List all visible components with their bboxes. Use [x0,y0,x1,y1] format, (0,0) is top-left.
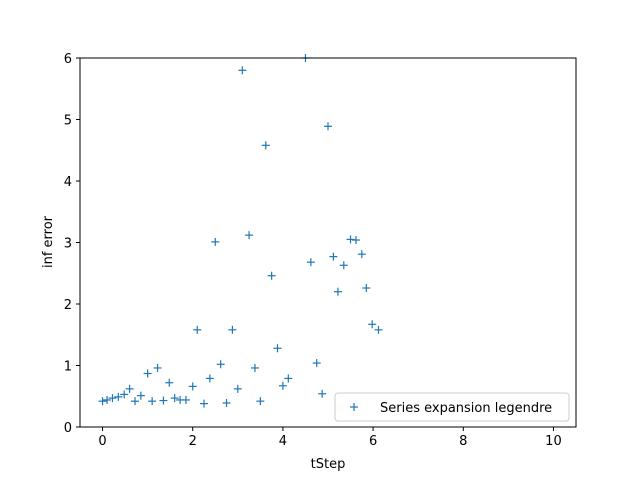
data-point [245,231,254,240]
data-point [114,392,123,401]
data-point [267,271,276,280]
data-point [250,363,259,372]
data-point [200,399,208,408]
data-point [181,395,190,404]
x-tick-label: 6 [369,434,377,449]
data-point [329,252,338,261]
legend-marker-plus [350,403,358,411]
data-marks [98,54,383,408]
legend-box [334,392,570,422]
data-point [216,360,225,369]
x-axis-ticks: 0 2 4 6 8 10 [98,427,562,449]
data-point [153,363,162,372]
data-point [374,325,383,334]
data-point [125,384,134,393]
data-point [143,369,152,378]
data-point [170,394,179,403]
x-tick-label: 8 [459,434,467,449]
data-point [148,397,157,406]
data-point [228,325,237,334]
data-point [98,397,107,406]
data-point [159,396,168,405]
y-tick-label: 2 [64,298,72,313]
data-point [108,394,117,403]
legend-marker [350,403,358,411]
legend: Series expansion legendre [334,392,570,422]
y-axis-label: inf error [41,215,56,268]
y-tick-label: 0 [64,421,72,436]
data-point [346,235,355,244]
data-point [238,66,247,75]
x-tick-label: 10 [545,434,562,449]
data-point [131,397,140,406]
data-point [351,236,360,245]
data-point [261,141,270,150]
data-point [357,250,366,259]
data-point [165,378,174,387]
x-tick-label: 4 [279,434,287,449]
data-point [103,395,112,404]
y-tick-label: 1 [64,360,72,375]
data-point [188,382,197,391]
data-point [193,325,202,334]
data-point [120,390,129,399]
legend-label: Series expansion legendre [380,401,552,416]
data-point [312,359,321,368]
data-point [368,320,377,329]
data-point [222,399,231,408]
data-point [306,258,315,267]
y-tick-label: 5 [64,114,72,129]
data-point [333,287,342,296]
y-tick-label: 3 [64,237,72,252]
data-point [284,374,293,383]
data-point [362,284,371,293]
y-axis-ticks: 0 1 2 3 4 5 6 [64,52,80,436]
data-point [339,261,348,270]
data-point [211,237,220,246]
data-point [278,381,287,390]
data-point [273,344,282,353]
data-point [318,389,327,398]
y-tick-label: 6 [64,52,72,67]
data-point [256,397,265,406]
x-axis-label: tStep [311,457,346,472]
data-point [324,122,332,131]
data-point [205,374,214,383]
x-tick-label: 2 [189,434,197,449]
x-tick-label: 0 [98,434,106,449]
data-point [233,384,242,393]
y-tick-label: 4 [64,175,72,190]
data-point [136,391,145,400]
